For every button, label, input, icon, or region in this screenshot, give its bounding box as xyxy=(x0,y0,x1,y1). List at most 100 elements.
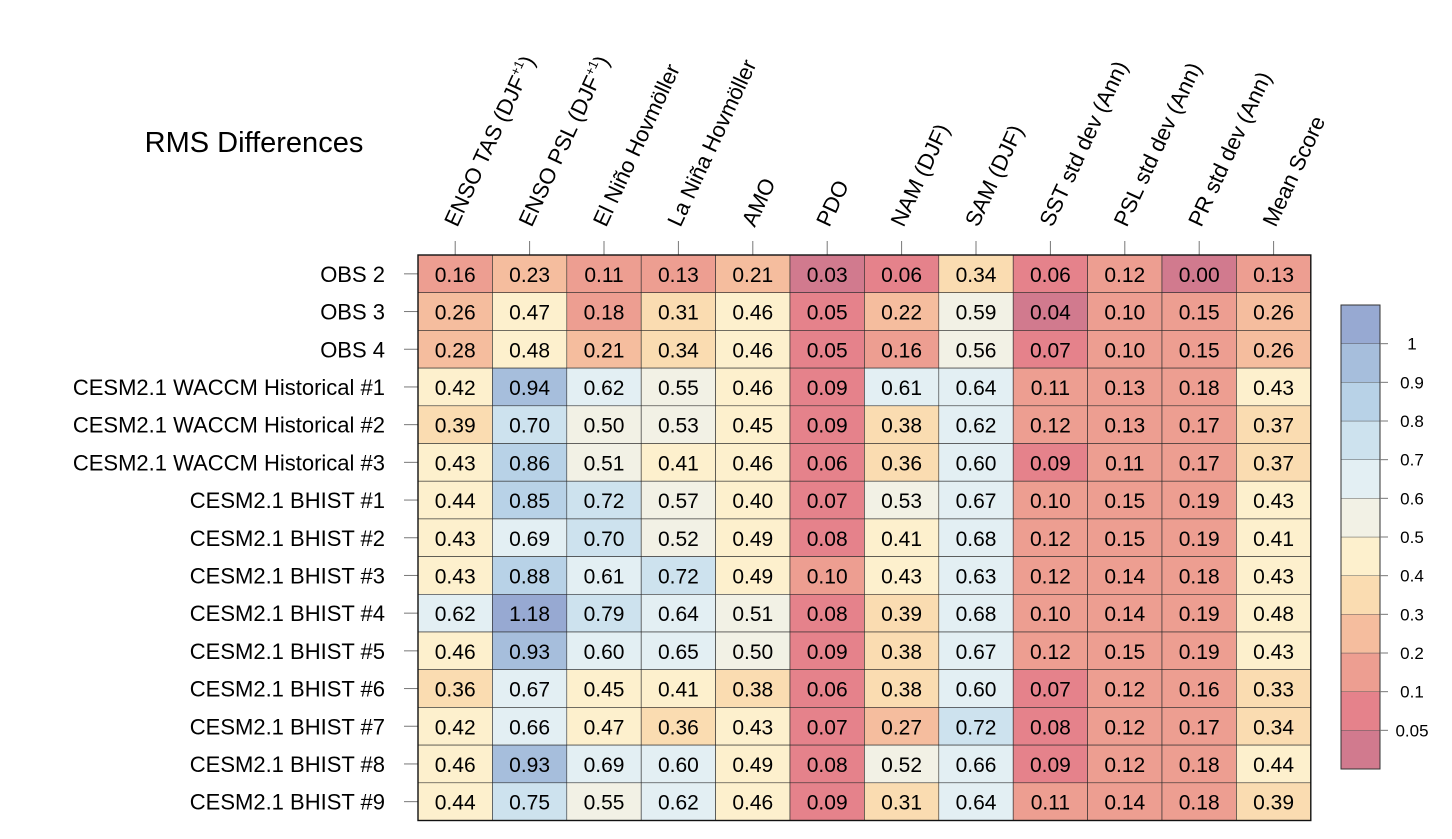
heatmap-cell xyxy=(715,405,791,444)
cell-value-label: 0.43 xyxy=(435,565,476,588)
cell-value-label: 1.18 xyxy=(509,603,550,626)
cell-value-label: 0.47 xyxy=(509,302,550,325)
cell-value-label: 0.93 xyxy=(509,754,550,777)
cell-value-label: 0.18 xyxy=(1179,565,1220,588)
heatmap-cell xyxy=(715,518,791,557)
heatmap-cell xyxy=(864,480,940,520)
heatmap-cell xyxy=(938,518,1014,557)
row-label: CESM2.1 WACCM Historical #2 xyxy=(73,413,385,438)
colorbar-swatch xyxy=(1340,691,1381,731)
cell-value-label: 0.21 xyxy=(584,339,625,362)
cell-value-label: 0.12 xyxy=(1104,264,1145,287)
colorbar-swatch xyxy=(1340,304,1381,344)
row-label: CESM2.1 BHIST #2 xyxy=(190,526,385,551)
heatmap-cell xyxy=(1236,669,1312,708)
heatmap-cell xyxy=(1236,707,1312,746)
cell-value-label: 0.10 xyxy=(1104,339,1145,362)
heatmap-cell xyxy=(864,744,940,784)
cell-value-label: 0.39 xyxy=(1253,792,1294,815)
colorbar-label: 1 xyxy=(1407,335,1416,354)
colorbar-swatch xyxy=(1340,536,1381,576)
heatmap-cell xyxy=(417,593,493,633)
cell-value-label: 0.17 xyxy=(1179,415,1220,438)
heatmap-cell xyxy=(566,744,642,784)
cell-value-label: 0.53 xyxy=(881,490,922,513)
row-label: CESM2.1 BHIST #7 xyxy=(190,714,385,739)
heatmap-cell xyxy=(1087,367,1163,407)
cell-value-label: 0.66 xyxy=(509,716,550,739)
heatmap-cell xyxy=(640,292,716,331)
heatmap-cell xyxy=(1236,443,1312,482)
cell-value-label: 0.52 xyxy=(881,754,922,777)
cell-value-label: 0.12 xyxy=(1030,415,1071,438)
cell-value-label: 0.65 xyxy=(658,641,699,664)
cell-value-label: 0.18 xyxy=(1179,754,1220,777)
cell-value-label: 0.19 xyxy=(1179,490,1220,513)
heatmap-cell xyxy=(938,405,1014,444)
heatmap-cell xyxy=(1236,593,1312,633)
colorbar-legend: 0.05 0.1 0.2 0.3 0.4 0.5 0.6 0.7 0.8 0.9 1 xyxy=(1340,304,1429,770)
cell-value-label: 0.04 xyxy=(1030,302,1071,325)
heatmap-cell xyxy=(1161,669,1237,708)
cell-value-label: 0.42 xyxy=(435,377,476,400)
heatmap-cell xyxy=(864,631,940,671)
cell-value-label: 0.47 xyxy=(584,716,625,739)
heatmap-cell xyxy=(938,330,1014,369)
heatmap-cell xyxy=(715,480,791,520)
cell-value-label: 0.70 xyxy=(584,528,625,551)
cell-value-label: 0.49 xyxy=(732,565,773,588)
cell-value-label: 0.93 xyxy=(509,641,550,664)
heatmap-cell xyxy=(566,707,642,746)
heatmap-cell xyxy=(938,669,1014,708)
heatmap-cell xyxy=(715,292,791,331)
cell-value-label: 0.44 xyxy=(435,490,476,513)
heatmap-cell xyxy=(1161,367,1237,407)
cell-value-label: 0.43 xyxy=(435,452,476,475)
heatmap-cell xyxy=(715,254,791,294)
heatmap-cell xyxy=(938,744,1014,784)
heatmap-cell xyxy=(417,631,493,671)
cell-value-label: 0.60 xyxy=(658,754,699,777)
cell-value-label: 0.12 xyxy=(1104,679,1145,702)
heatmap-cell xyxy=(864,518,940,557)
colorbar-swatch xyxy=(1340,614,1381,654)
cell-value-label: 0.03 xyxy=(807,264,848,287)
cell-value-label: 0.12 xyxy=(1104,716,1145,739)
cell-value-label: 0.26 xyxy=(435,302,476,325)
colorbar-swatch xyxy=(1340,382,1381,422)
heatmap-cell xyxy=(640,405,716,444)
heatmap-cell xyxy=(789,367,865,407)
heatmap-cell xyxy=(1012,669,1088,708)
heatmap-cell xyxy=(1012,254,1088,294)
heatmap-cell xyxy=(640,707,716,746)
cell-value-label: 0.26 xyxy=(1253,339,1294,362)
cell-value-label: 0.15 xyxy=(1104,490,1145,513)
cell-value-label: 0.70 xyxy=(509,415,550,438)
cell-value-label: 0.41 xyxy=(658,679,699,702)
cell-value-label: 0.56 xyxy=(956,339,997,362)
row-label: OBS 4 xyxy=(320,337,385,362)
cell-value-label: 0.10 xyxy=(1030,490,1071,513)
cell-value-label: 0.36 xyxy=(435,679,476,702)
cell-value-label: 0.43 xyxy=(732,716,773,739)
row-label: CESM2.1 BHIST #1 xyxy=(190,488,385,513)
row-label: CESM2.1 WACCM Historical #3 xyxy=(73,450,385,475)
heatmap-cell xyxy=(1161,631,1237,671)
cell-value-label: 0.86 xyxy=(509,452,550,475)
heatmap-cell xyxy=(417,782,493,821)
cell-value-label: 0.18 xyxy=(584,302,625,325)
cell-value-label: 0.07 xyxy=(1030,679,1071,702)
cell-value-label: 0.67 xyxy=(509,679,550,702)
cell-value-label: 0.17 xyxy=(1179,716,1220,739)
cell-value-label: 0.69 xyxy=(509,528,550,551)
heatmap-cell xyxy=(566,782,642,821)
row-label: CESM2.1 BHIST #8 xyxy=(190,752,385,777)
cell-value-label: 0.46 xyxy=(732,452,773,475)
cell-value-label: 0.43 xyxy=(1253,377,1294,400)
cell-value-label: 0.14 xyxy=(1104,792,1145,815)
heatmap-cell xyxy=(492,292,568,331)
cell-value-label: 0.06 xyxy=(1030,264,1071,287)
cell-value-label: 0.62 xyxy=(435,603,476,626)
heatmap-cell xyxy=(715,443,791,482)
